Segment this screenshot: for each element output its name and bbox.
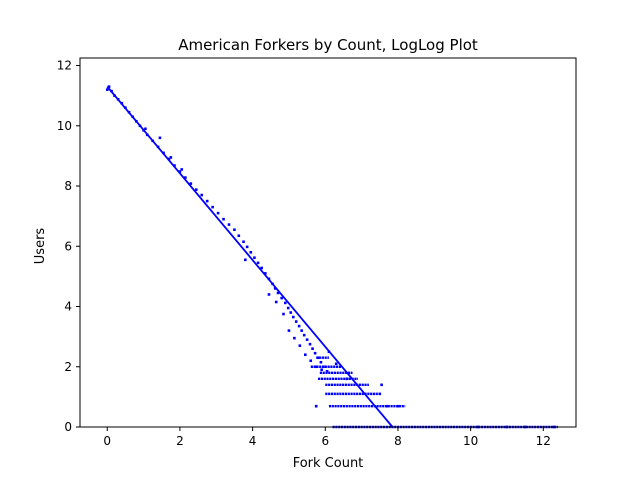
y-tick-label: 8 xyxy=(64,179,72,193)
x-tick-label: 6 xyxy=(321,434,329,448)
data-point-64 xyxy=(274,300,278,304)
data-point-58 xyxy=(144,127,147,131)
data-point-26 xyxy=(222,217,225,221)
data-point-50 xyxy=(305,338,309,341)
axes-frame xyxy=(79,57,577,428)
chart-title: American Forkers by Count, LogLog Plot xyxy=(178,36,478,54)
data-point-44 xyxy=(289,311,293,314)
data-point-66 xyxy=(287,329,291,332)
data-point-70 xyxy=(309,359,313,363)
x-tick-label: 10 xyxy=(463,434,478,448)
data-point-49 xyxy=(302,333,306,337)
data-point-59 xyxy=(158,136,162,140)
data-point-71 xyxy=(314,365,318,369)
data-point-28 xyxy=(233,228,236,231)
y-axis-label: Users xyxy=(33,228,48,265)
y-tick-label: 10 xyxy=(57,119,72,133)
x-tick-label: 4 xyxy=(249,434,257,448)
data-point-30 xyxy=(242,240,245,244)
y-tick-label: 6 xyxy=(64,239,72,253)
data-point-63 xyxy=(267,293,271,296)
x-tick-label: 8 xyxy=(394,434,402,448)
data-point-56 xyxy=(322,365,325,369)
data-point-57 xyxy=(325,369,329,373)
data-point-21 xyxy=(194,188,198,191)
data-point-68 xyxy=(298,344,302,347)
data-point-55 xyxy=(319,360,323,364)
data-point-34 xyxy=(256,261,260,265)
data-point-extra-5 xyxy=(345,377,349,381)
data-point-41 xyxy=(280,296,283,300)
x-axis-ticks: 0 2 4 6 8 10 12 xyxy=(103,427,551,448)
data-point-20 xyxy=(189,182,193,185)
data-point-31 xyxy=(245,245,249,249)
data-point-16 xyxy=(167,157,171,161)
data-point-33 xyxy=(253,256,256,260)
data-point-61 xyxy=(180,168,184,171)
data-point-36 xyxy=(264,272,267,275)
x-axis-label: Fork Count xyxy=(293,456,364,471)
y-tick-label: 0 xyxy=(64,420,72,434)
data-point-extra-0 xyxy=(380,383,383,387)
fit-line xyxy=(106,86,394,428)
data-point-74 xyxy=(334,362,338,366)
data-point-23 xyxy=(205,199,209,203)
data-point-extra-4 xyxy=(314,404,318,408)
data-point-42 xyxy=(284,301,287,305)
data-point-0 xyxy=(105,88,109,91)
plot-area: 0 2 4 6 8 10 12 0 2 4 6 8 10 12 xyxy=(57,57,577,448)
data-point-extra-1 xyxy=(378,392,382,396)
data-point-1 xyxy=(107,85,111,88)
data-point-60 xyxy=(169,156,173,159)
data-point-19 xyxy=(184,176,187,179)
y-tick-label: 2 xyxy=(64,360,72,374)
data-point-46 xyxy=(294,320,298,323)
data-point-62 xyxy=(244,258,247,262)
data-point-24 xyxy=(211,205,214,209)
data-point-29 xyxy=(237,234,241,238)
x-tick-label: 12 xyxy=(536,434,551,448)
data-point-32 xyxy=(249,250,253,254)
y-axis-ticks: 0 2 4 6 8 10 12 xyxy=(57,59,80,434)
data-point-48 xyxy=(300,329,303,332)
data-point-22 xyxy=(200,193,204,197)
data-point-27 xyxy=(227,223,231,226)
data-point-54 xyxy=(316,356,320,360)
data-point-43 xyxy=(286,306,290,310)
data-point-52 xyxy=(311,347,314,350)
y-tick-label: 12 xyxy=(57,59,72,73)
data-point-25 xyxy=(216,211,220,215)
data-point-extra-3 xyxy=(396,404,400,408)
x-tick-label: 0 xyxy=(103,434,111,448)
data-point-45 xyxy=(291,315,295,319)
data-point-65 xyxy=(282,312,285,316)
x-tick-label: 2 xyxy=(176,434,184,448)
data-point-47 xyxy=(297,324,301,328)
data-point-35 xyxy=(260,266,263,270)
data-point-extra-2 xyxy=(385,404,389,408)
data-point-53 xyxy=(313,351,317,355)
data-point-39 xyxy=(273,287,277,290)
data-point-69 xyxy=(303,353,307,357)
y-tick-label: 4 xyxy=(64,300,72,314)
data-point-40 xyxy=(276,291,280,295)
data-point-72 xyxy=(320,368,323,372)
data-point-18 xyxy=(178,170,182,173)
data-point-67 xyxy=(293,336,296,340)
data-point-51 xyxy=(308,342,312,346)
